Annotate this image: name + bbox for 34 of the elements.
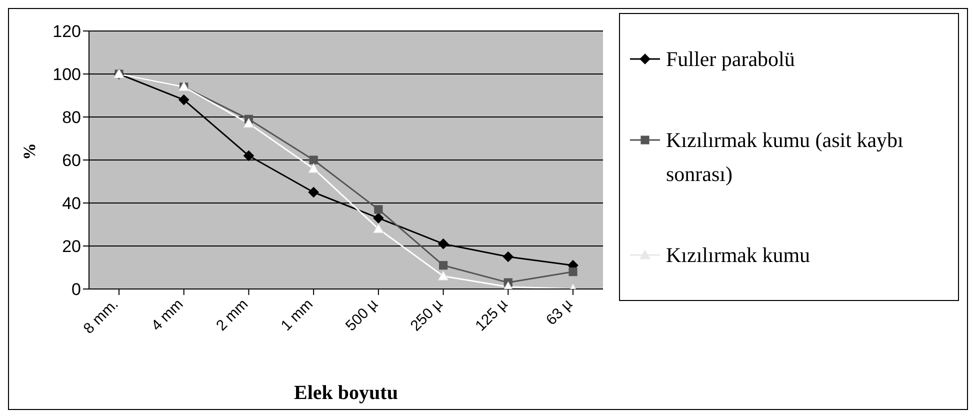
x-axis-title: Elek boyutu: [294, 382, 398, 404]
point: [438, 270, 449, 280]
point: [374, 205, 383, 214]
y-tick-label: 100: [52, 65, 81, 84]
point: [373, 212, 384, 224]
legend-label: Fuller parabolü: [666, 46, 796, 73]
point: [308, 163, 319, 173]
y-tick-label: 80: [62, 108, 81, 128]
legend-label: Kızılırmak kumu: [666, 242, 812, 270]
point: [568, 268, 578, 276]
x-tick-label: 250 µ: [407, 296, 446, 335]
point: [438, 238, 449, 250]
point: [502, 251, 514, 262]
point: [178, 94, 190, 106]
x-tick-label: 1 mm: [278, 296, 316, 334]
point: [373, 224, 384, 234]
point: [309, 156, 318, 164]
point: [243, 118, 254, 128]
x-tick-label: 4 mm: [148, 296, 187, 334]
y-tick-label: 20: [62, 237, 81, 256]
x-tick-label: 63 µ: [542, 296, 576, 329]
y-axis-title: %: [20, 143, 40, 160]
y-tick-label: 120: [52, 22, 81, 42]
x-tick-label: 125 µ: [472, 296, 512, 335]
point: [243, 150, 254, 161]
legend-label: Kızılırmak kumu (asit kaybı sonrası): [666, 126, 904, 188]
x-tick-label: 500 µ: [342, 296, 382, 335]
point: [308, 186, 319, 198]
y-tick-label: 0: [72, 280, 81, 300]
point: [438, 261, 448, 270]
y-tick-label: 60: [62, 151, 81, 170]
x-tick-label: 8 mm.: [80, 296, 122, 338]
x-tick-label: 2 mm: [213, 296, 252, 334]
y-tick-label: 40: [62, 194, 81, 214]
